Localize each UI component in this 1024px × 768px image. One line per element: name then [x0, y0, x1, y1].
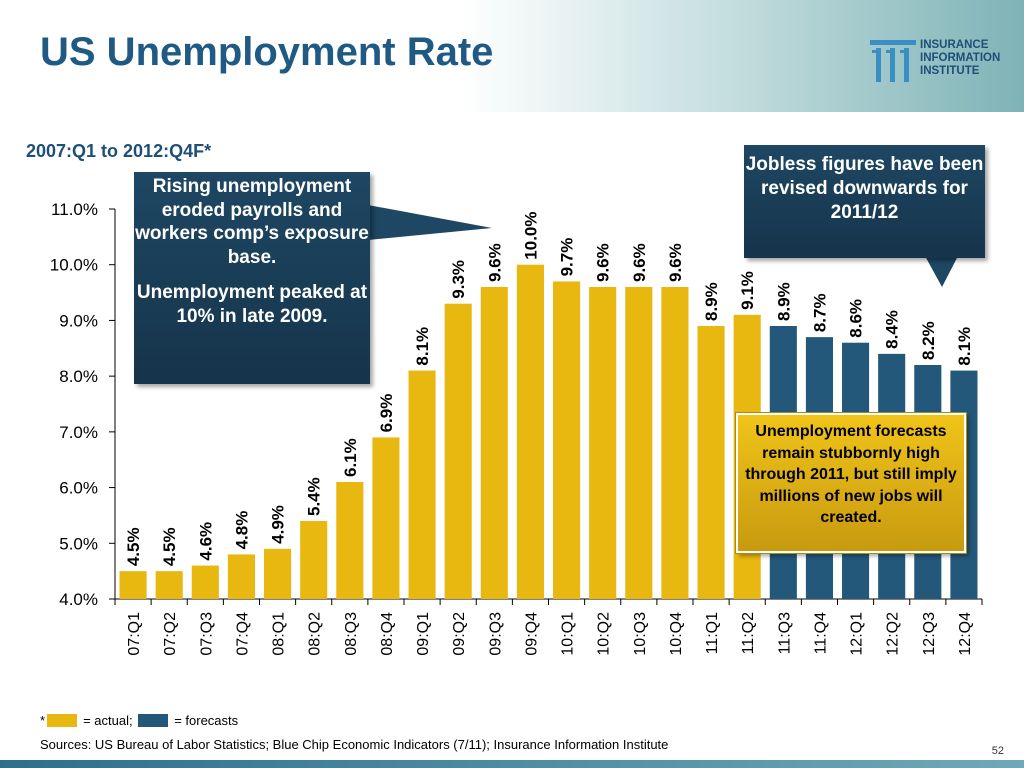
- bar-value-label: 4.9%: [269, 505, 288, 544]
- iii-logo-icon: [870, 40, 916, 82]
- logo-line-2: INFORMATION: [920, 52, 1001, 64]
- bar: [661, 287, 689, 599]
- x-tick-label: 11:Q2: [740, 612, 757, 655]
- callout-rising-unemployment: Rising unemployment eroded payrolls and …: [134, 172, 370, 384]
- bar-value-label: 4.5%: [160, 527, 179, 566]
- bar-value-label: 4.6%: [196, 522, 215, 561]
- bar: [444, 303, 472, 599]
- bar-value-label: 9.6%: [630, 243, 649, 282]
- bar-value-label: 8.1%: [955, 327, 974, 366]
- x-tick-label: 08:Q4: [379, 612, 396, 656]
- legend-star: *: [40, 713, 46, 728]
- x-tick-label: 12:Q3: [921, 612, 938, 656]
- callout-rising-text: Rising unemployment eroded payrolls and …: [135, 176, 369, 268]
- x-tick-label: 09:Q4: [523, 612, 540, 656]
- bar: [336, 482, 364, 599]
- bar: [264, 548, 292, 599]
- y-tick-label: 11.0%: [51, 200, 98, 219]
- bar-value-label: 8.9%: [702, 282, 721, 321]
- bottom-band: [0, 760, 1024, 768]
- bar: [155, 571, 183, 599]
- legend-forecast-label: = forecasts: [174, 713, 239, 728]
- x-tick-label: 10:Q3: [632, 612, 649, 656]
- bar-value-label: 10.0%: [521, 212, 540, 260]
- x-tick-label: 07:Q4: [234, 612, 251, 656]
- x-tick-label: 07:Q3: [198, 612, 215, 656]
- bar: [300, 521, 328, 599]
- callout-jobless-pointer: [925, 256, 958, 287]
- bar-value-label: 9.6%: [594, 243, 613, 282]
- x-tick-label: 10:Q2: [596, 612, 613, 656]
- bar: [625, 287, 653, 599]
- bar-value-label: 8.7%: [810, 293, 829, 332]
- bar: [516, 264, 544, 599]
- x-tick-label: 12:Q2: [885, 612, 902, 656]
- bar: [372, 437, 400, 599]
- bar: [191, 565, 219, 599]
- sources-note: Sources: US Bureau of Labor Statistics; …: [40, 737, 669, 752]
- callout-jobless-figures: Jobless figures have been revised downwa…: [744, 145, 985, 258]
- x-tick-label: 07:Q1: [126, 612, 143, 656]
- legend: * = actual; = forecasts: [40, 713, 238, 728]
- bar-value-label: 9.7%: [558, 238, 577, 277]
- y-tick-label: 4.0%: [59, 590, 98, 609]
- logo-text: INSURANCE INFORMATION INSTITUTE: [920, 39, 1000, 78]
- y-tick-label: 5.0%: [59, 534, 98, 553]
- bar: [553, 281, 581, 599]
- bar: [408, 370, 436, 599]
- x-tick-label: 08:Q1: [271, 612, 288, 656]
- chart-subtitle: 2007:Q1 to 2012:Q4F*: [26, 141, 212, 161]
- bar-value-label: 6.1%: [341, 438, 360, 477]
- bar-value-label: 5.4%: [305, 477, 324, 516]
- bar: [697, 326, 725, 599]
- x-tick-label: 08:Q2: [307, 612, 324, 656]
- bar-value-label: 9.6%: [666, 243, 685, 282]
- x-tick-label: 10:Q4: [668, 612, 685, 656]
- bar-value-label: 6.9%: [377, 394, 396, 433]
- header-band: [0, 0, 1024, 112]
- legend-actual-label: = actual;: [83, 713, 133, 728]
- bar-value-label: 9.6%: [485, 243, 504, 282]
- x-tick-label: 11:Q1: [704, 612, 721, 655]
- bar-value-label: 8.9%: [774, 282, 793, 321]
- x-tick-label: 12:Q4: [957, 612, 974, 656]
- bar-value-label: 4.8%: [232, 511, 251, 550]
- bar-value-label: 9.3%: [449, 260, 468, 299]
- page-number: 52: [991, 745, 1004, 757]
- logo-line-3: INSTITUTE: [920, 65, 980, 77]
- x-tick-label: 09:Q1: [415, 612, 432, 656]
- x-tick-label: 08:Q3: [343, 612, 360, 656]
- callout-peak-text: Unemployment peaked at 10% in late 2009.: [136, 282, 368, 327]
- bar: [480, 287, 508, 599]
- bar-value-label: 9.1%: [738, 271, 757, 310]
- bar: [227, 554, 255, 599]
- y-tick-label: 7.0%: [59, 423, 98, 442]
- bar: [119, 571, 147, 599]
- callout-forecasts: Unemployment forecasts remain stubbornly…: [735, 412, 967, 554]
- y-tick-label: 9.0%: [59, 311, 98, 330]
- x-tick-label: 09:Q3: [487, 612, 504, 656]
- legend-actual-swatch: [47, 714, 78, 727]
- x-tick-label: 11:Q4: [812, 612, 829, 655]
- bar-value-label: 8.6%: [847, 299, 866, 338]
- x-tick-label: 11:Q3: [776, 612, 793, 655]
- y-tick-label: 8.0%: [59, 367, 98, 386]
- page-title: US Unemployment Rate: [40, 30, 494, 74]
- bar: [589, 287, 617, 599]
- legend-forecast-swatch: [138, 714, 169, 727]
- bar-value-label: 4.5%: [124, 527, 143, 566]
- y-tick-label: 10.0%: [50, 256, 98, 275]
- bar-value-label: 8.2%: [919, 321, 938, 360]
- x-tick-label: 09:Q2: [451, 612, 468, 656]
- logo-line-1: INSURANCE: [920, 39, 989, 51]
- y-tick-label: 6.0%: [59, 479, 98, 498]
- bar-value-label: 8.4%: [883, 310, 902, 349]
- callout-rising-pointer: [368, 205, 492, 240]
- x-tick-label: 07:Q2: [162, 612, 179, 656]
- x-tick-label: 12:Q1: [849, 612, 866, 656]
- x-tick-label: 10:Q1: [560, 612, 577, 656]
- bar-value-label: 8.1%: [413, 327, 432, 366]
